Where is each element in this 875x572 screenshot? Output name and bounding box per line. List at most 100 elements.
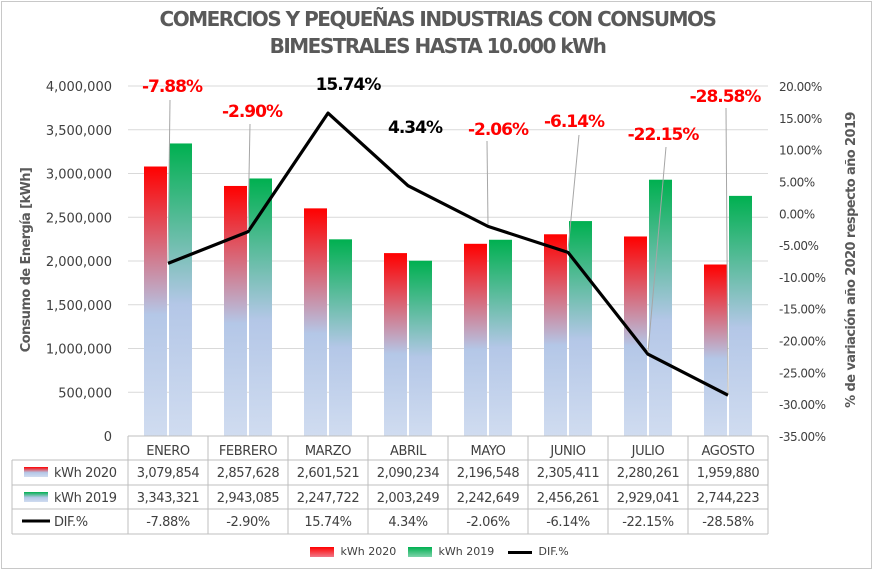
table-cell-value: -6.14% — [546, 515, 590, 530]
table-cell-value: 1,959,880 — [697, 466, 760, 481]
y2-tick-label: 0.00% — [779, 207, 815, 221]
y-axis-title: Consumo de Energía [kWh] — [19, 168, 34, 353]
chart-title-line-2: BIMESTRALES HASTA 10.000 kWh — [269, 34, 607, 58]
chart-canvas: 0 500,000 1,000,000 1,500,000 2,000,000 2,500… — [11, 75, 859, 535]
bar-2019 — [329, 239, 352, 436]
y2-tick-label: -20.00% — [779, 335, 826, 349]
bar-2019 — [249, 178, 272, 437]
table-cell-value: 2,247,722 — [297, 491, 360, 506]
dif-label: -7.88% — [142, 77, 203, 97]
leader-line — [167, 99, 171, 262]
y-tick-label: 0 — [104, 430, 112, 445]
bar-2020 — [224, 185, 247, 436]
bar-2019 — [409, 260, 432, 436]
category-label: FEBRERO — [219, 444, 277, 459]
y2-tick-label: -10.00% — [779, 271, 826, 285]
category-label: MARZO — [305, 444, 351, 459]
table-cell-value: 2,601,521 — [297, 466, 360, 481]
dif-series-line — [167, 111, 729, 397]
table-cell-value: 3,343,321 — [137, 491, 200, 506]
y-tick-label: 2,500,000 — [46, 211, 112, 226]
bar-2019 — [489, 239, 512, 436]
leader-line — [567, 134, 580, 251]
table-cell-value: -22.15% — [622, 515, 674, 530]
legend-label-2019: kWh 2019 — [438, 545, 495, 558]
leader-line — [725, 107, 729, 394]
bars — [144, 143, 752, 437]
y-tick-label: 1,500,000 — [46, 299, 112, 314]
annotations: -7.88% -2.90% 15.74% 4.34% -2.06% -6.14% -22.1… — [142, 75, 762, 145]
bar-2020 — [464, 243, 487, 436]
chart-title: COMERCIOS Y PEQUEÑAS INDUSTRIAS CON CONS… — [0, 6, 875, 60]
y2-tick-label: 20.00% — [779, 80, 822, 94]
legend: kWh 2020 kWh 2019 DIF.% — [300, 544, 600, 560]
y-tick-label: 2,000,000 — [46, 255, 112, 270]
table-cell-value: 2,857,628 — [217, 466, 280, 481]
bar-2020 — [544, 234, 567, 436]
legend-swatch-2019 — [408, 547, 432, 557]
leader-line — [647, 146, 667, 353]
table-cell-value: -7.88% — [146, 515, 190, 530]
legend-item-dif: DIF.% — [508, 544, 569, 560]
table-cell-value: -2.06% — [466, 515, 510, 530]
table-cell-value: 2,943,085 — [217, 491, 280, 506]
table-series-name: DIF.% — [54, 515, 88, 530]
dif-label: -2.06% — [468, 120, 529, 140]
legend-item-2019: kWh 2019 — [408, 544, 494, 560]
dif-label: 4.34% — [388, 118, 443, 138]
y2-axis-title: % de variación año 2020 respecto año 201… — [844, 112, 859, 408]
table-cell-value: 2,003,249 — [377, 491, 440, 506]
y-tick-label: 3,000,000 — [46, 168, 112, 183]
table-cell-value: 2,196,548 — [457, 466, 520, 481]
table-cell-value: 2,090,234 — [377, 466, 440, 481]
category-label: JULIO — [631, 444, 665, 459]
legend-item-2020: kWh 2020 — [310, 544, 396, 560]
table-series-name: kWh 2020 — [54, 466, 117, 481]
y2-tick-label: 10.00% — [779, 144, 822, 158]
bar-2020 — [384, 253, 407, 436]
dif-label: -22.15% — [628, 125, 700, 145]
category-label: ABRIL — [390, 444, 427, 459]
dif-line — [167, 111, 729, 397]
table-cell-value: 2,744,223 — [697, 491, 760, 506]
data-table: ENERO FEBRERO MARZO ABRIL MAYO JUNIO JULIO AGOS… — [11, 435, 769, 535]
table-cell-value: 2,280,261 — [617, 466, 680, 481]
legend-label-2020: kWh 2020 — [340, 545, 397, 558]
chart-title-line-1: COMERCIOS Y PEQUEÑAS INDUSTRIAS CON CONS… — [159, 7, 717, 31]
bar-2020 — [304, 208, 327, 436]
category-label: ENERO — [146, 444, 190, 459]
y2-tick-label: -25.00% — [779, 366, 826, 380]
table-cell-value: 3,079,854 — [137, 466, 200, 481]
y2-tick-label: -30.00% — [779, 398, 826, 412]
category-label: JUNIO — [549, 444, 585, 459]
table-legend-swatch — [24, 467, 48, 477]
table-cell-value: 2,929,041 — [617, 491, 680, 506]
y2-tick-label: 5.00% — [779, 175, 815, 189]
dif-label: -6.14% — [544, 112, 605, 132]
table-legend-swatch — [24, 492, 48, 502]
y2-tick-label: -35.00% — [779, 430, 826, 444]
y2-tick-label: -5.00% — [779, 239, 819, 253]
table-series-name: kWh 2019 — [54, 491, 117, 506]
category-label: MAYO — [471, 444, 506, 459]
annotation-leaders — [167, 99, 729, 394]
y-tick-label: 3,500,000 — [46, 124, 112, 139]
bar-2020 — [144, 166, 167, 437]
axes: 0 500,000 1,000,000 1,500,000 2,000,000 2,500… — [19, 80, 859, 445]
table-cell-value: 2,242,649 — [457, 491, 520, 506]
table-cell-value: 2,305,411 — [537, 466, 600, 481]
table-cell-value: -28.58% — [702, 515, 754, 530]
bar-2019 — [569, 221, 592, 436]
legend-swatch-2020 — [310, 547, 334, 557]
legend-swatch-dif — [508, 550, 532, 554]
bar-2019 — [169, 143, 192, 436]
y-tick-label: 1,000,000 — [46, 343, 112, 358]
dif-label: -2.90% — [222, 102, 283, 122]
bar-2020 — [704, 264, 727, 436]
table-cell-value: 15.74% — [304, 515, 351, 530]
leader-line — [247, 123, 251, 230]
y2-tick-label: -15.00% — [779, 303, 826, 317]
bar-2019 — [649, 179, 672, 436]
y-tick-label: 4,000,000 — [46, 80, 112, 95]
